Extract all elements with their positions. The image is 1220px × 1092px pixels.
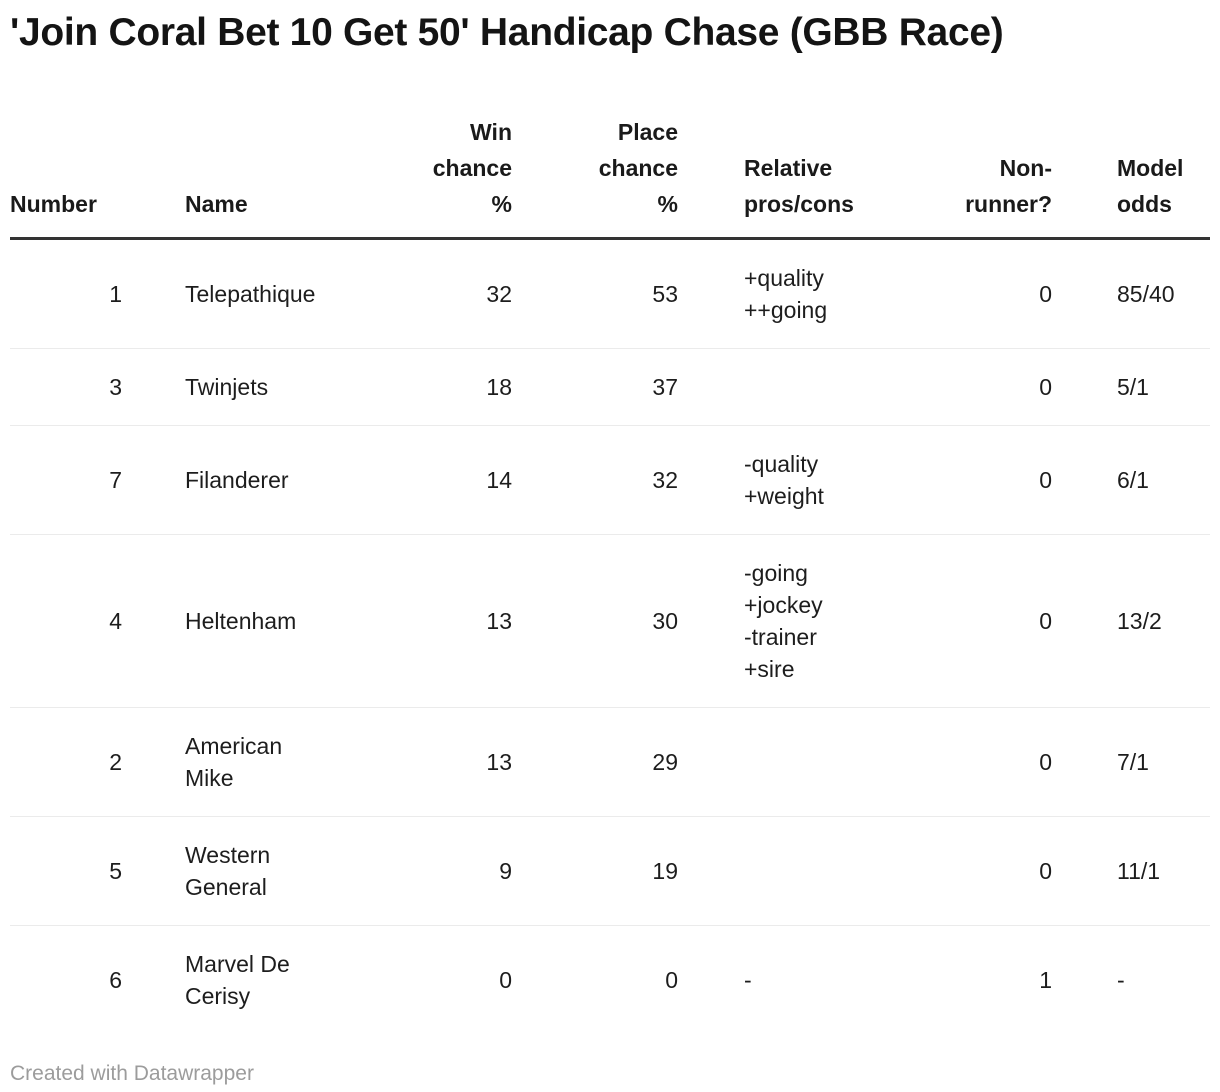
cell-pros-cons: +quality ++going — [744, 265, 828, 323]
cell-number: 4 — [109, 608, 122, 634]
cell-win-chance: 14 — [486, 467, 512, 493]
cell-number: 5 — [109, 858, 122, 884]
column-header-model-odds: Model odds — [1117, 155, 1184, 217]
cell-number: 7 — [109, 467, 122, 493]
datawrapper-credit: Created with Datawrapper — [10, 1062, 254, 1085]
cell-place-chance: 37 — [652, 374, 678, 400]
cell-model-odds: 5/1 — [1117, 374, 1149, 400]
cell-win-chance: 13 — [486, 749, 512, 775]
cell-non-runner: 0 — [1039, 374, 1052, 400]
cell-name: Western General — [185, 842, 271, 900]
cell-pros-cons — [678, 349, 930, 426]
cell-non-runner: 0 — [1039, 467, 1052, 493]
cell-place-chance: 32 — [652, 467, 678, 493]
cell-pros-cons — [678, 817, 930, 926]
table-row: 4 Heltenham 13 30 -going +jockey -traine… — [10, 534, 1210, 708]
cell-number: 1 — [109, 281, 122, 307]
table-body: 1 Telepathique 32 53 +quality ++going 0 … — [10, 239, 1210, 1035]
odds-table: Number Name Win chance % Place chance % … — [10, 114, 1210, 1034]
cell-name: Marvel De Cerisy — [185, 951, 290, 1009]
column-header-non-runner: Non-runner? — [965, 155, 1052, 217]
table-header: Number Name Win chance % Place chance % … — [10, 114, 1210, 239]
cell-model-odds: 85/40 — [1117, 281, 1175, 307]
cell-win-chance: 0 — [499, 967, 512, 993]
cell-place-chance: 29 — [652, 749, 678, 775]
cell-number: 2 — [109, 749, 122, 775]
cell-non-runner: 1 — [1039, 967, 1052, 993]
header-row: Number Name Win chance % Place chance % … — [10, 114, 1210, 239]
cell-win-chance: 13 — [486, 608, 512, 634]
table-row: 2 American Mike 13 29 0 7/1 — [10, 707, 1210, 817]
cell-number: 3 — [109, 374, 122, 400]
cell-name: Telepathique — [185, 281, 316, 307]
cell-model-odds: 6/1 — [1117, 467, 1149, 493]
cell-name: Twinjets — [185, 374, 269, 400]
cell-model-odds: 11/1 — [1117, 858, 1161, 884]
cell-win-chance: 18 — [486, 374, 512, 400]
table-row: 6 Marvel De Cerisy 0 0 - 1 - — [10, 925, 1210, 1035]
cell-model-odds: 7/1 — [1117, 749, 1149, 775]
column-header-name: Name — [185, 191, 248, 217]
chart-title: 'Join Coral Bet 10 Get 50' Handicap Chas… — [10, 11, 1004, 54]
cell-pros-cons: -going +jockey -trainer +sire — [744, 560, 823, 682]
cell-place-chance: 19 — [652, 858, 678, 884]
cell-non-runner: 0 — [1039, 858, 1052, 884]
cell-place-chance: 53 — [652, 281, 678, 307]
cell-place-chance: 0 — [665, 967, 678, 993]
cell-pros-cons — [678, 708, 930, 817]
table-row: 7 Filanderer 14 32 -quality +weight 0 6/… — [10, 425, 1210, 535]
cell-non-runner: 0 — [1039, 749, 1052, 775]
cell-name: American Mike — [185, 733, 283, 791]
cell-model-odds: - — [1117, 967, 1125, 993]
column-header-place-chance: Place chance % — [598, 119, 678, 217]
cell-place-chance: 30 — [652, 608, 678, 634]
cell-win-chance: 9 — [499, 858, 512, 884]
cell-name: Heltenham — [185, 608, 297, 634]
cell-pros-cons: -quality +weight — [744, 451, 824, 509]
cell-name: Filanderer — [185, 467, 289, 493]
cell-number: 6 — [109, 967, 122, 993]
table-row: 1 Telepathique 32 53 +quality ++going 0 … — [10, 239, 1210, 349]
column-header-number: Number — [10, 191, 97, 217]
cell-model-odds: 13/2 — [1117, 608, 1162, 634]
table-row: 5 Western General 9 19 0 11/1 — [10, 816, 1210, 926]
cell-pros-cons: - — [744, 967, 752, 993]
table-row: 3 Twinjets 18 37 0 5/1 — [10, 348, 1210, 426]
column-header-pros-cons: Relative pros/cons — [744, 155, 854, 217]
cell-non-runner: 0 — [1039, 608, 1052, 634]
column-header-win-chance: Win chance % — [432, 119, 512, 217]
cell-win-chance: 32 — [486, 281, 512, 307]
cell-non-runner: 0 — [1039, 281, 1052, 307]
